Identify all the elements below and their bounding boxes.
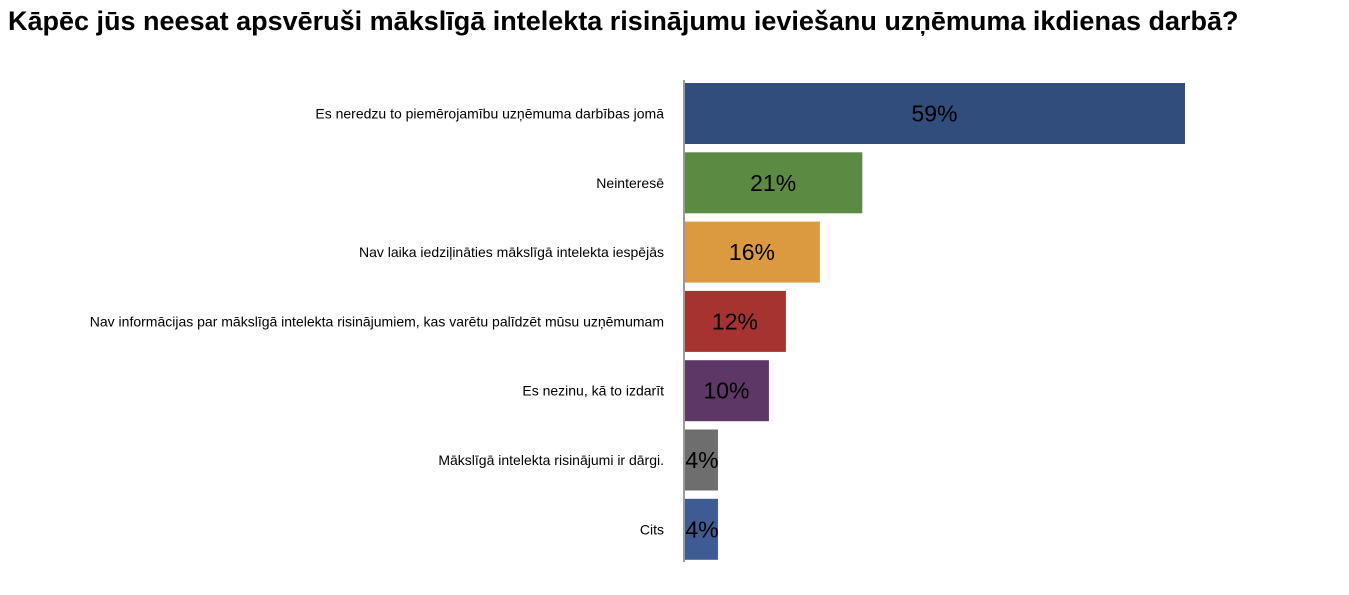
bar-4 — [684, 290, 786, 352]
bar-1 — [684, 83, 1185, 144]
bar-2 — [684, 152, 863, 214]
bar-7 — [684, 498, 718, 560]
value-label-4: 12% — [712, 308, 758, 334]
bar-6 — [684, 429, 718, 491]
bar-5 — [684, 360, 769, 422]
value-label-5: 10% — [703, 378, 749, 404]
value-label-1: 59% — [911, 101, 957, 127]
category-label-5: Es nezinu, kā to izdarīt — [522, 383, 664, 399]
category-label-3: Nav laika iedziļināties mākslīgā intelek… — [359, 244, 664, 260]
category-label-7: Cits — [640, 521, 664, 537]
category-label-2: Neinteresē — [596, 175, 664, 191]
value-label-2: 21% — [750, 170, 796, 196]
category-label-6: Mākslīgā intelekta risinājumi ir dārgi. — [438, 452, 664, 468]
category-label-4: Nav informācijas par mākslīgā intelekta … — [90, 313, 664, 329]
chart-title: Kāpēc jūs neesat apsvēruši mākslīgā inte… — [8, 6, 1239, 36]
value-label-7: 4% — [685, 516, 718, 542]
category-label-1: Es neredzu to piemērojamību uzņēmuma dar… — [315, 106, 664, 122]
bar-3 — [684, 221, 820, 283]
value-label-6: 4% — [685, 447, 718, 473]
value-label-3: 16% — [729, 239, 775, 265]
